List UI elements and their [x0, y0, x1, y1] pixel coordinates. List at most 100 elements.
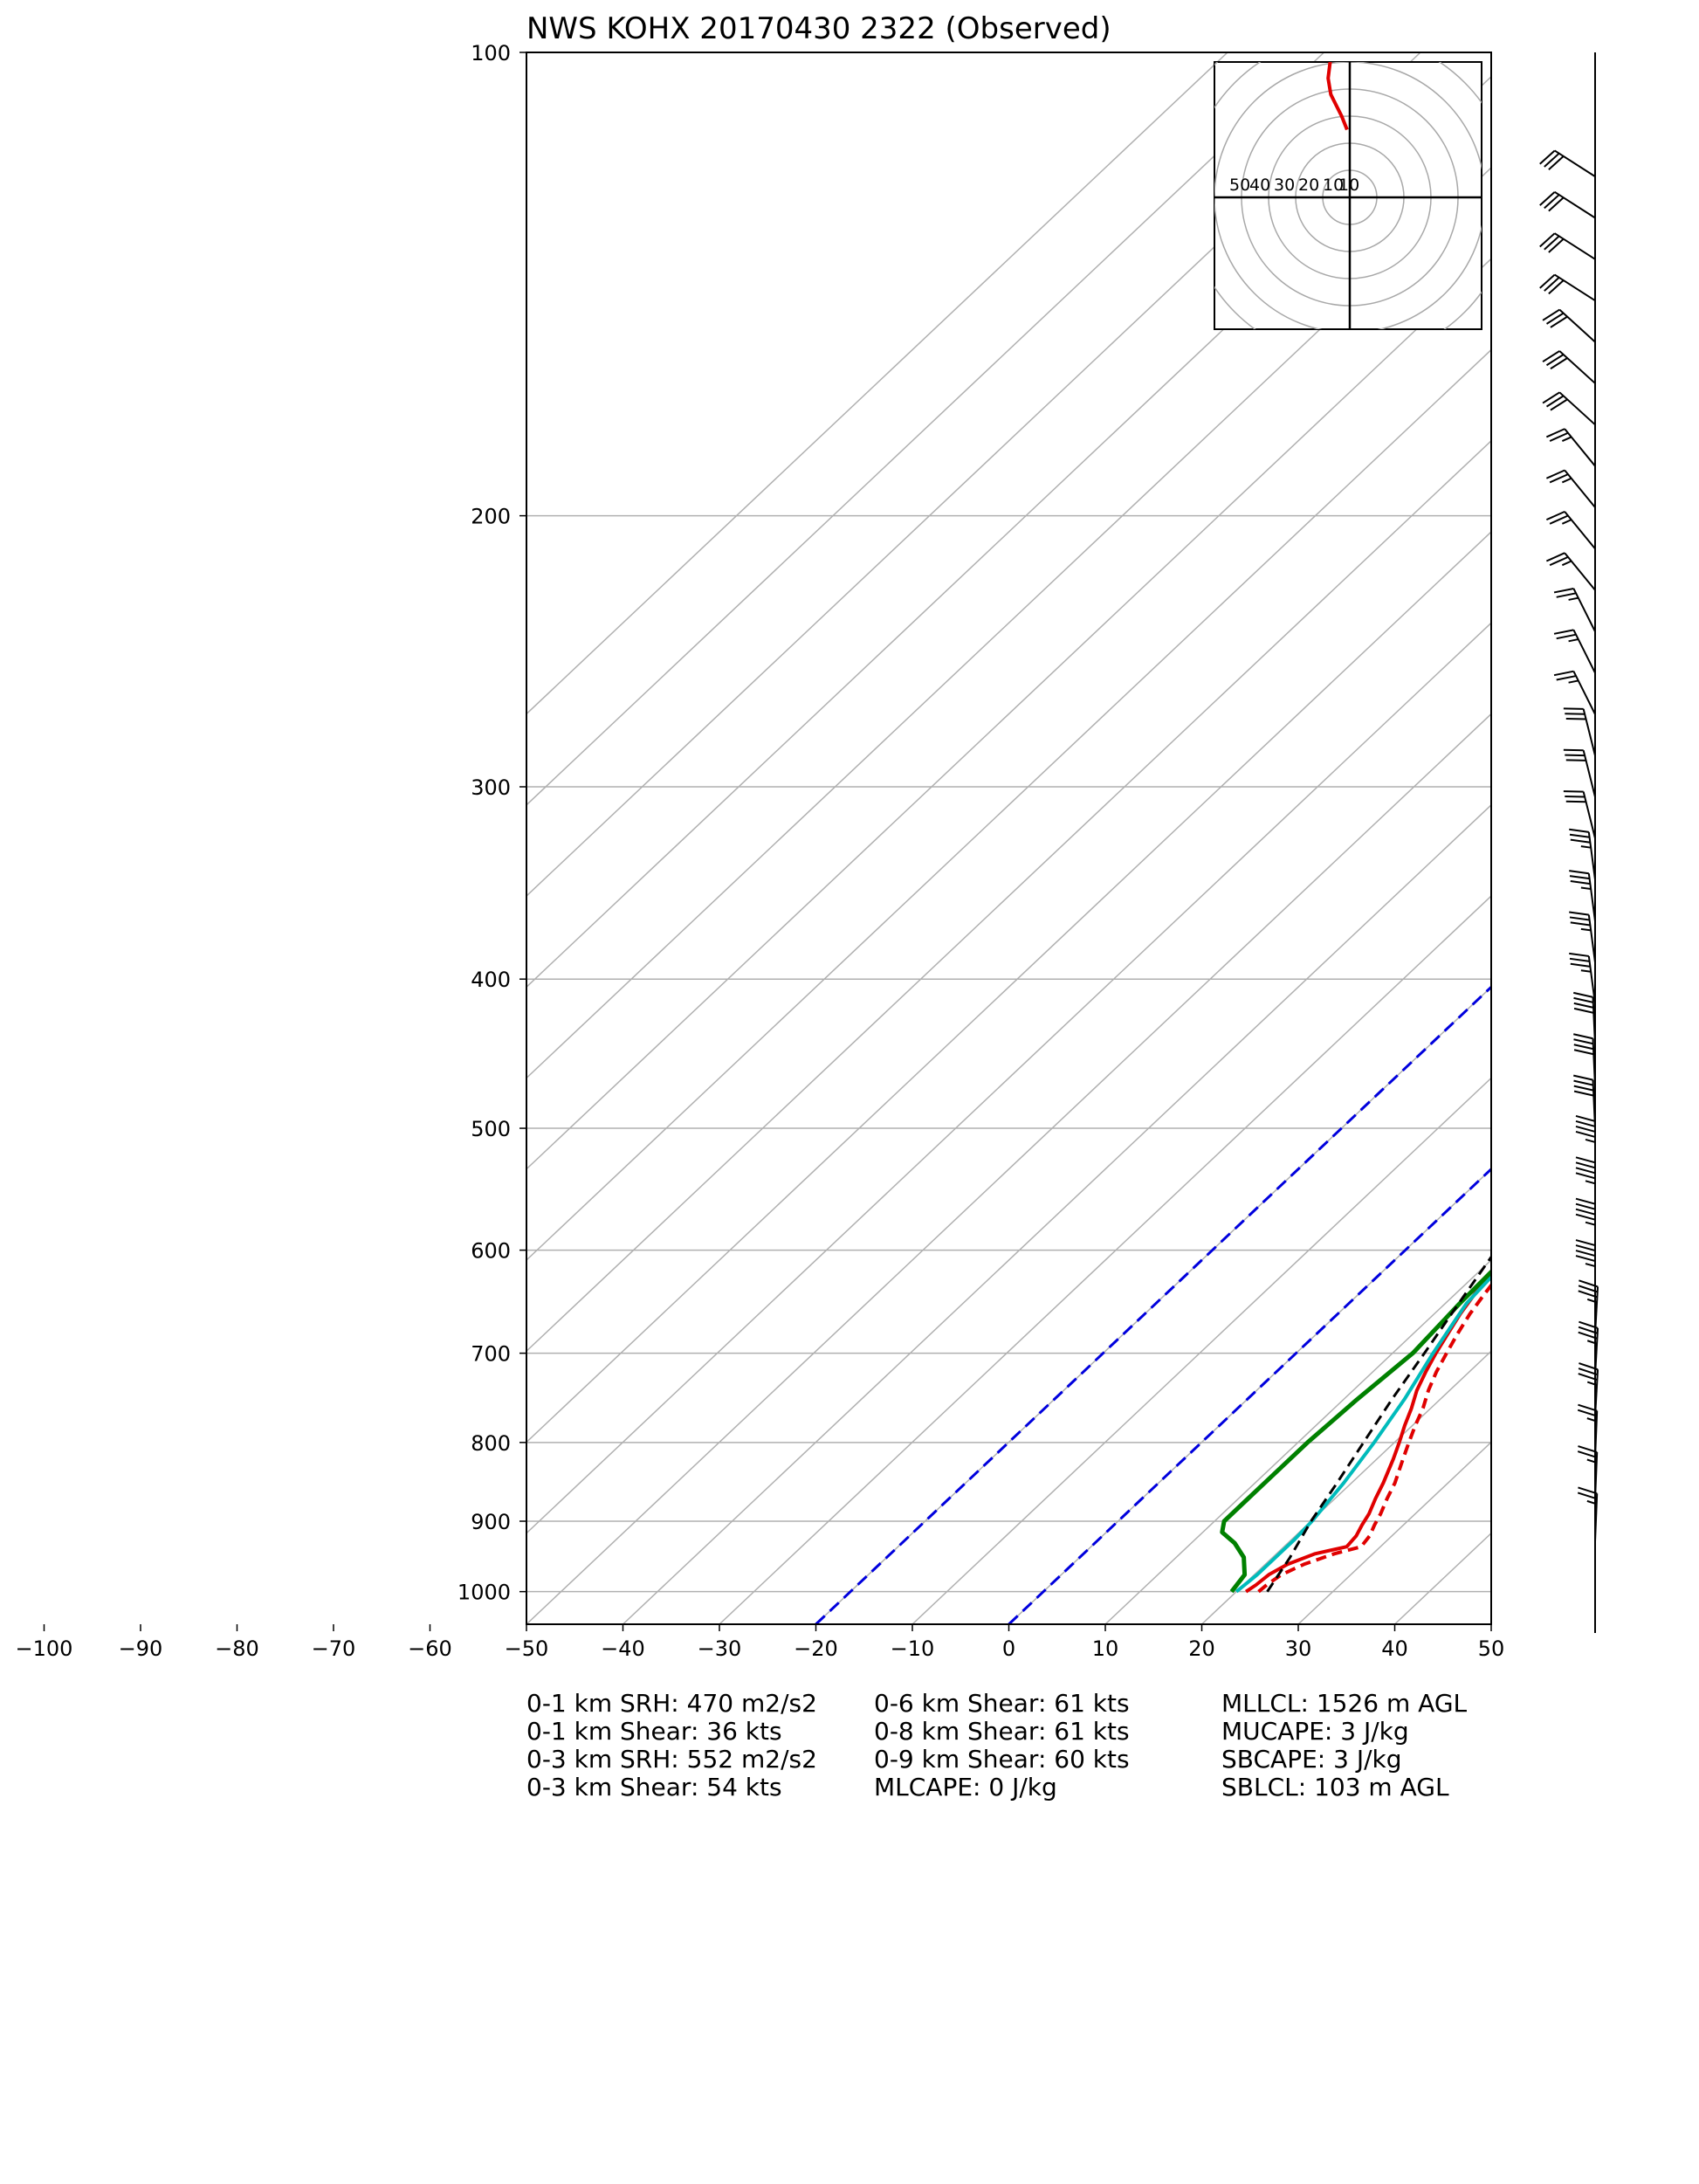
wind-barb-full: [1545, 395, 1565, 408]
wind-barb-full: [1569, 957, 1590, 962]
wind-barb-full: [1575, 1239, 1596, 1247]
wind-barb-full: [1575, 1250, 1596, 1257]
wind-barb: [1575, 1114, 1596, 1169]
wind-barb-full: [1563, 748, 1584, 752]
wind-barb-full: [1544, 194, 1560, 210]
wind-barb-full: [1573, 991, 1593, 998]
stat-mucape: MUCAPE: 3 J/kg: [1221, 1717, 1409, 1746]
wind-barb-full: [1563, 790, 1584, 793]
wind-barb-full: [1570, 962, 1591, 968]
wind-barb-full: [1578, 1326, 1599, 1334]
wind-barb-shaft: [1564, 511, 1596, 550]
wind-barb-full: [1545, 428, 1565, 438]
wind-barb-shaft: [1558, 391, 1596, 426]
sounding-profiles: [1220, 1254, 1491, 1594]
wind-barb-full: [1573, 1085, 1594, 1092]
wind-barb-shaft: [1582, 750, 1596, 797]
plot-grid: [526, 52, 1491, 1624]
wind-barb-half: [1561, 477, 1572, 484]
wind-barb: [1539, 190, 1596, 219]
wind-barb-full: [1565, 718, 1586, 720]
wind-barb-shaft: [1554, 232, 1596, 260]
wind-barb-full: [1545, 552, 1565, 562]
wind-barb: [1573, 1033, 1596, 1087]
hodograph-trace: [1326, 62, 1349, 131]
wind-barb-half: [1586, 1417, 1598, 1423]
pressure-tick-label: 500: [471, 1117, 511, 1141]
isotherm: [719, 895, 1491, 1624]
wind-barb-full: [1548, 196, 1565, 212]
wind-barb-full: [1573, 1038, 1593, 1045]
wind-barb-shaft: [1558, 350, 1596, 384]
wind-barb-full: [1565, 800, 1586, 803]
wind-barb-full: [1565, 713, 1586, 715]
wind-barb-full: [1565, 754, 1586, 757]
wind-barb-full: [1550, 398, 1568, 411]
wind-barb-full: [1575, 1156, 1596, 1164]
wind-barb-full: [1575, 1125, 1596, 1133]
wind-barb-full: [1539, 149, 1556, 165]
wind-barb-full: [1573, 1074, 1593, 1081]
wind-barb-half: [1580, 886, 1592, 891]
wind-barb-half: [1568, 638, 1579, 643]
wind-barb-full: [1570, 880, 1591, 885]
wind-barb-shaft: [1587, 873, 1596, 921]
wind-barb-full: [1573, 1090, 1594, 1097]
wind-barb-full: [1575, 1213, 1596, 1221]
wind-barb-half: [1561, 519, 1572, 525]
temperature-tick-label: −40: [601, 1636, 645, 1661]
wind-barb-full: [1577, 1450, 1598, 1458]
chart-title: NWS KOHX 20170430 2322 (Observed): [526, 11, 1111, 46]
wind-barb-shaft: [1592, 996, 1596, 1045]
wind-barb-full: [1548, 238, 1565, 253]
wind-barb: [1577, 1486, 1599, 1542]
wind-barb-full: [1542, 350, 1560, 363]
temperature-tick-label: −90: [119, 1636, 163, 1661]
wind-barb-full: [1549, 514, 1569, 525]
wind-barb-full: [1575, 1114, 1596, 1122]
wind-barb: [1563, 707, 1596, 756]
isotherm: [526, 622, 1491, 1534]
wind-barb-full: [1578, 1403, 1598, 1412]
wind-barb-full: [1553, 629, 1574, 635]
hodograph-ring-label: 30: [1274, 176, 1295, 195]
wind-barb-full: [1573, 1049, 1594, 1056]
wind-barb-half: [1580, 969, 1592, 973]
wind-barb: [1545, 552, 1596, 591]
wind-barb-shaft: [1554, 190, 1596, 219]
profile-line-2: [1235, 1274, 1491, 1594]
wind-barb-half: [1561, 436, 1572, 442]
wind-barb: [1539, 149, 1596, 177]
wind-barb-shaft: [1587, 831, 1596, 880]
wind-barb: [1545, 469, 1596, 508]
wind-barb-full: [1573, 996, 1593, 1003]
wind-barb-half: [1586, 1298, 1598, 1304]
wind-barb: [1553, 587, 1596, 632]
stat-sblcl: SBLCL: 103 m AGL: [1221, 1773, 1449, 1802]
stat-mllcl: MLLCL: 1526 m AGL: [1221, 1689, 1468, 1718]
wind-barb-half: [1568, 596, 1579, 601]
wind-barb-full: [1577, 1409, 1598, 1417]
wind-barb: [1569, 870, 1596, 921]
wind-barb-half: [1586, 1381, 1598, 1387]
wind-barb-half: [1568, 679, 1579, 684]
wind-barb-shaft: [1572, 671, 1596, 715]
temperature-tick-label: −60: [408, 1636, 452, 1661]
wind-barbs: [1539, 52, 1599, 1633]
wind-barb-shaft: [1564, 428, 1596, 467]
wind-barb-half: [1586, 1458, 1598, 1464]
wind-barb-full: [1569, 828, 1589, 833]
profile-line-3: [1220, 1269, 1491, 1594]
pressure-tick-label: 700: [471, 1342, 511, 1367]
wind-barb-full: [1579, 1279, 1599, 1288]
wind-barb-full: [1575, 1255, 1596, 1263]
temperature-tick-label: 50: [1478, 1636, 1505, 1661]
pressure-tick-label: 900: [471, 1510, 511, 1534]
stat-sbcape: SBCAPE: 3 J/kg: [1221, 1745, 1402, 1774]
wind-barb-full: [1556, 592, 1577, 598]
wind-barb-full: [1579, 1320, 1599, 1329]
stats-column-1: 0-1 km SRH: 470 m2/s2 0-1 km Shear: 36 k…: [526, 1690, 817, 1802]
wind-barb-full: [1539, 191, 1556, 206]
wind-barb-shaft: [1582, 708, 1596, 756]
